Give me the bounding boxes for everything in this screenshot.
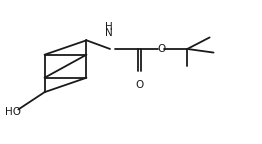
Text: N: N <box>105 28 113 38</box>
Text: HO: HO <box>5 107 21 117</box>
Text: H: H <box>105 22 113 32</box>
Text: O: O <box>135 80 143 90</box>
Text: O: O <box>157 44 165 54</box>
